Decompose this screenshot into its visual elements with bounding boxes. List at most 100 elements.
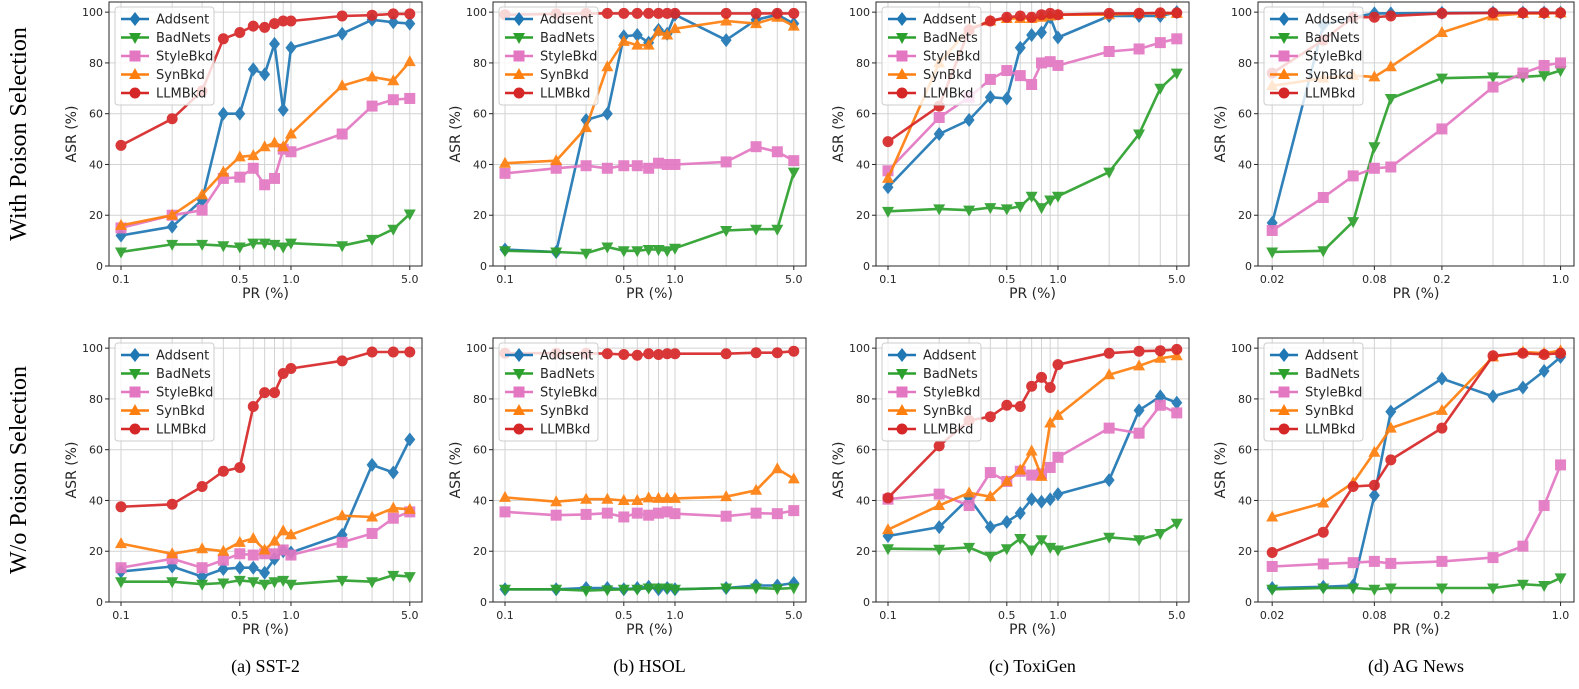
x-tick-label: 1.0 (1049, 609, 1067, 622)
data-point (1436, 123, 1448, 135)
legend-item-llmbkd: LLMBkd (888, 87, 973, 102)
data-point (1555, 57, 1567, 69)
data-point (1385, 557, 1397, 569)
data-point (882, 165, 894, 177)
data-point (550, 509, 562, 521)
data-point (1266, 224, 1278, 236)
data-point (259, 565, 271, 580)
y-tick-label: 0 (863, 596, 870, 609)
legend-marker (896, 50, 908, 62)
data-point (550, 162, 562, 174)
data-point (1517, 67, 1529, 79)
subfigure-caption: (c) ToxiGen (989, 656, 1076, 677)
data-point (366, 577, 379, 589)
data-point (1044, 461, 1056, 473)
legend-label: LLMBkd (156, 87, 206, 102)
data-point (1170, 518, 1183, 530)
data-point (720, 7, 732, 19)
data-point (285, 146, 297, 158)
data-point (720, 583, 733, 595)
subfigure-caption: (d) AG News (1368, 656, 1464, 677)
data-point (550, 247, 563, 259)
legend-label: BadNets (1305, 31, 1360, 46)
x-tick-label: 0.08 (1362, 609, 1387, 622)
legend-item-badnets: BadNets (505, 31, 595, 46)
series-badnets (498, 167, 800, 260)
legend-item-synbkd: SynBkd (121, 404, 205, 419)
data-point (1385, 161, 1397, 173)
legend-marker (513, 404, 525, 415)
subplot-1: 0 20 40 60 80 100 0.1 0.5 1.0 5.0 PR (%) ASR (%) Add… (448, 1, 807, 302)
data-point (963, 542, 976, 554)
legend-label: BadNets (540, 31, 595, 46)
data-point (1266, 584, 1279, 596)
x-tick-label: 0.2 (1433, 273, 1451, 286)
y-tick-label: 40 (89, 494, 103, 507)
data-point (631, 493, 644, 505)
data-point (1014, 401, 1026, 413)
data-point (1170, 68, 1183, 80)
data-point (259, 387, 271, 399)
data-point (1133, 535, 1146, 547)
legend-marker (513, 423, 525, 435)
axes-frame (875, 1, 1190, 267)
axes-frame (492, 337, 807, 603)
data-point (336, 128, 348, 140)
data-point (1014, 70, 1026, 82)
row-label: With Poison Selection (6, 27, 32, 241)
plot-area (498, 7, 800, 260)
data-point (984, 520, 996, 535)
data-point (1171, 395, 1183, 410)
legend-marker (513, 68, 525, 79)
data-point (580, 160, 592, 172)
legend-item-addsent: Addsent (505, 12, 593, 28)
legend-label: LLMBkd (156, 423, 206, 438)
data-point (1317, 558, 1329, 570)
legend-label: LLMBkd (540, 87, 590, 102)
data-point (668, 22, 681, 34)
legend-label: BadNets (1305, 367, 1360, 382)
data-point (1368, 142, 1381, 154)
data-point (277, 544, 289, 556)
row-label: W/o Poison Selection (6, 366, 32, 574)
data-point (1014, 10, 1026, 22)
data-point (269, 172, 281, 184)
x-tick-label: 5.0 (401, 273, 419, 286)
y-tick-label: 80 (1238, 57, 1252, 70)
subplot-5: 0 20 40 60 80 100 0.1 0.5 1.0 5.0 PR (%) ASR (%) Add… (448, 337, 807, 638)
legend: Addsent BadNets StyleBkd SynBkd LLMBkd (114, 6, 215, 106)
data-point (404, 8, 416, 20)
data-point (1487, 72, 1500, 84)
data-point (115, 562, 127, 574)
x-axis-label: PR (%) (1393, 622, 1440, 638)
x-axis-label: PR (%) (242, 622, 289, 638)
legend-label: BadNets (156, 31, 211, 46)
y-tick-label: 40 (89, 158, 103, 171)
data-point (788, 505, 800, 517)
data-point (580, 248, 593, 260)
legend-label: Addsent (540, 349, 593, 364)
data-point (1347, 170, 1359, 182)
data-point (669, 348, 681, 360)
data-point (1014, 506, 1026, 521)
x-tick-label: 0.1 (496, 273, 514, 286)
data-point (1044, 195, 1057, 207)
legend-label: SynBkd (156, 68, 205, 83)
data-point (984, 490, 997, 502)
x-tick-label: 0.1 (112, 609, 130, 622)
data-point (617, 584, 630, 596)
subplot-0: 0 20 40 60 80 100 0.1 0.5 1.0 5.0 PR (%) ASR (%) Add… (64, 1, 423, 302)
data-point (661, 28, 674, 40)
series-line (1271, 61, 1561, 232)
legend-item-stylebkd: StyleBkd (505, 386, 597, 401)
legend-box (1263, 342, 1364, 442)
data-point (247, 549, 259, 561)
subplot-2: 0 20 40 60 80 100 0.1 0.5 1.0 5.0 PR (%) ASR (%) Add… (831, 1, 1190, 302)
y-axis-label: ASR (%) (1213, 442, 1229, 499)
data-point (1026, 11, 1038, 23)
data-point (336, 509, 349, 521)
x-tick-label: 1.0 (282, 273, 300, 286)
legend-item-addsent: Addsent (888, 12, 976, 28)
x-axis-label: PR (%) (1009, 622, 1056, 638)
